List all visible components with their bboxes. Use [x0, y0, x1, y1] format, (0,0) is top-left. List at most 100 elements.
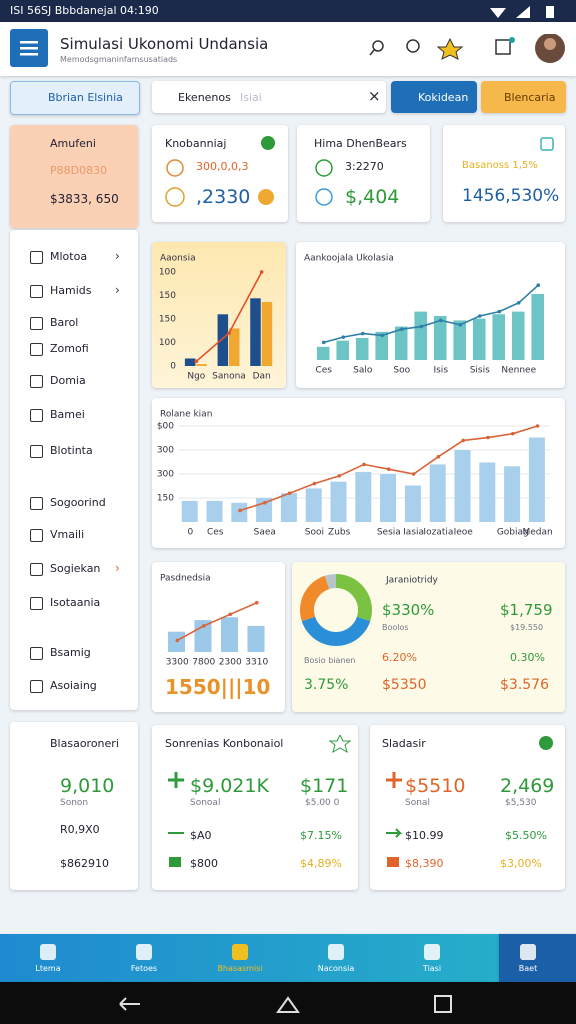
search-hint: Isiai	[240, 91, 262, 104]
x-tick-label: Sesia	[377, 528, 401, 538]
menu-item[interactable]: Bamei	[50, 408, 85, 421]
menu-icon	[30, 563, 43, 576]
summary-title: Amufeni	[50, 137, 96, 150]
status-icons	[490, 6, 554, 18]
system-buttons[interactable]	[110, 990, 460, 1018]
menu-chevron: ›	[115, 283, 120, 297]
nav-label[interactable]: Ltema	[35, 964, 61, 973]
menu-item[interactable]: Vmaili	[50, 528, 85, 541]
nav-label[interactable]: Bhasasmisi	[217, 964, 263, 973]
donut-caption: $19.550	[510, 623, 544, 632]
line-point	[387, 467, 391, 471]
app-subtitle: Memodsgmaninfamsusatiads	[60, 55, 178, 64]
menu-icon	[30, 375, 43, 388]
y-tick-label: 150	[159, 315, 176, 325]
summary-code: P88D0830	[50, 164, 108, 177]
stat-title: Knobanniaj	[165, 137, 227, 150]
header-icons[interactable]	[366, 34, 566, 64]
card-row: $A0	[190, 829, 212, 842]
nav-label[interactable]: Naconsia	[317, 964, 355, 973]
filter-button[interactable]	[10, 81, 140, 115]
card-value: $171	[300, 775, 349, 797]
menu-item[interactable]: Sogoorind	[50, 496, 106, 509]
line-point	[360, 331, 365, 336]
bar	[531, 294, 544, 360]
stat-icons	[165, 136, 554, 207]
menu-item[interactable]: Sogiekan	[50, 562, 101, 575]
menu-item[interactable]: Zomofi	[50, 342, 89, 355]
pie-slice	[300, 575, 330, 622]
card-value: $5510	[405, 775, 466, 797]
bar	[280, 493, 297, 522]
bar	[206, 500, 223, 522]
pie-slice	[301, 616, 371, 646]
menu-item[interactable]: Isotaania	[50, 596, 101, 609]
primary-button-label: Kokidean	[418, 91, 469, 104]
chart-title: Aaonsia	[160, 254, 196, 264]
nav-label[interactable]: Baet	[518, 964, 538, 973]
y-tick-label: 100	[159, 268, 176, 278]
bar	[261, 302, 273, 366]
line-point	[411, 472, 416, 476]
menu-item[interactable]: Hamids	[50, 284, 92, 297]
nav-icon	[328, 944, 344, 960]
chart: Pasdnedsia 3300 7800 2300 3310	[160, 574, 268, 668]
y-tick-label: 150	[157, 494, 174, 504]
menu-button[interactable]	[10, 29, 48, 67]
chart: Jaraniotridy	[300, 574, 439, 646]
line-point	[337, 474, 341, 478]
bar	[316, 346, 330, 360]
x-tick-label: Iasia	[403, 528, 424, 538]
line-point	[194, 359, 199, 364]
line-point	[321, 340, 326, 345]
menu-item[interactable]: Blotinta	[50, 444, 93, 457]
menu-item[interactable]: Mlotoa	[50, 250, 88, 263]
x-tick-label: 0	[188, 528, 194, 538]
nav-label[interactable]: Fetoes	[130, 964, 158, 973]
card-caption: $5,530	[505, 798, 537, 808]
menu-icon	[30, 251, 43, 264]
secondary-button[interactable]	[481, 81, 566, 113]
metric-card	[152, 725, 358, 890]
x-tick-label: Gobiag	[497, 528, 529, 538]
stat-value: 1456,530%	[462, 186, 560, 206]
search-box[interactable]	[152, 81, 386, 113]
bar	[504, 466, 521, 522]
clear-icon[interactable]: ×	[368, 87, 381, 105]
line-point	[287, 491, 292, 495]
card-row: $10.99	[405, 829, 444, 842]
bar	[472, 318, 486, 360]
menu-item[interactable]: Barol	[50, 316, 79, 329]
line-point	[201, 624, 206, 628]
x-tick-label: Ngo	[187, 372, 205, 382]
menu-item[interactable]: Bsamig	[50, 646, 91, 659]
nav-label[interactable]: Tiasi	[422, 964, 442, 973]
menu-icon	[30, 497, 43, 510]
x-tick-label: Saea	[254, 528, 276, 538]
card-row: $8,390	[405, 857, 444, 870]
status-text: ISI 56SJ Bbbdanejal 04:190	[10, 4, 159, 17]
bar	[404, 485, 421, 522]
menu-item[interactable]: Asoiaing	[50, 679, 97, 692]
menu-chevron: ›	[115, 561, 120, 575]
line-point	[259, 270, 264, 274]
menu-item[interactable]: Domia	[50, 374, 86, 387]
card-title: Sladasir	[382, 737, 426, 750]
chart: Aankoojala Ukolasia Ces Salo Soo Isis Sisis Ne…	[304, 254, 544, 376]
donut-caption: Boolos	[382, 623, 409, 632]
x-tick-label: Sisis	[470, 366, 490, 376]
bar	[355, 472, 372, 522]
menu-icon	[30, 445, 43, 458]
nav-icon	[424, 944, 440, 960]
x-tick-label: 3310	[245, 658, 268, 668]
nav-active	[499, 934, 576, 982]
card-caption: Sonal	[405, 798, 430, 808]
bar	[394, 326, 408, 360]
y-tick-label: 0	[170, 362, 176, 372]
line-point	[175, 638, 180, 643]
pie-slice	[336, 574, 372, 622]
line-point	[341, 335, 346, 339]
primary-button[interactable]	[391, 81, 477, 113]
line-point	[263, 501, 267, 505]
